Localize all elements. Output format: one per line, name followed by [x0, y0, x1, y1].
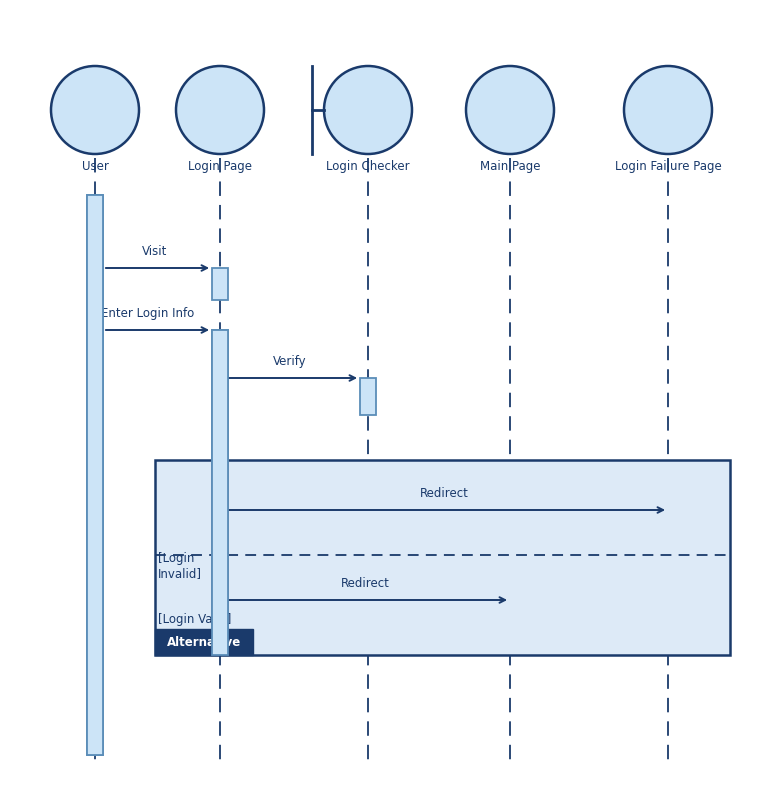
Ellipse shape	[176, 66, 264, 154]
Text: [Login
Invalid]: [Login Invalid]	[158, 552, 202, 580]
Text: Visit: Visit	[142, 245, 168, 258]
Text: Redirect: Redirect	[420, 487, 469, 500]
Text: Login Page: Login Page	[188, 160, 252, 173]
Ellipse shape	[324, 66, 412, 154]
Text: Login Checker: Login Checker	[326, 160, 410, 173]
Bar	[87, 195, 103, 755]
Bar	[360, 378, 376, 415]
Text: [Login Valid]: [Login Valid]	[158, 613, 232, 626]
Bar	[212, 330, 228, 655]
Text: Alternative: Alternative	[167, 635, 241, 649]
Ellipse shape	[466, 66, 554, 154]
Text: Login Failure Page: Login Failure Page	[615, 160, 722, 173]
Bar	[155, 629, 253, 655]
Text: Enter Login Info: Enter Login Info	[101, 307, 195, 320]
Ellipse shape	[51, 66, 139, 154]
Text: User: User	[82, 160, 108, 173]
Ellipse shape	[624, 66, 712, 154]
Bar	[87, 195, 103, 755]
Bar	[212, 268, 228, 300]
Text: Verify: Verify	[273, 355, 307, 368]
Bar	[212, 330, 228, 655]
Text: Main Page: Main Page	[480, 160, 541, 173]
Text: Redirect: Redirect	[341, 577, 389, 590]
Bar	[155, 460, 730, 655]
